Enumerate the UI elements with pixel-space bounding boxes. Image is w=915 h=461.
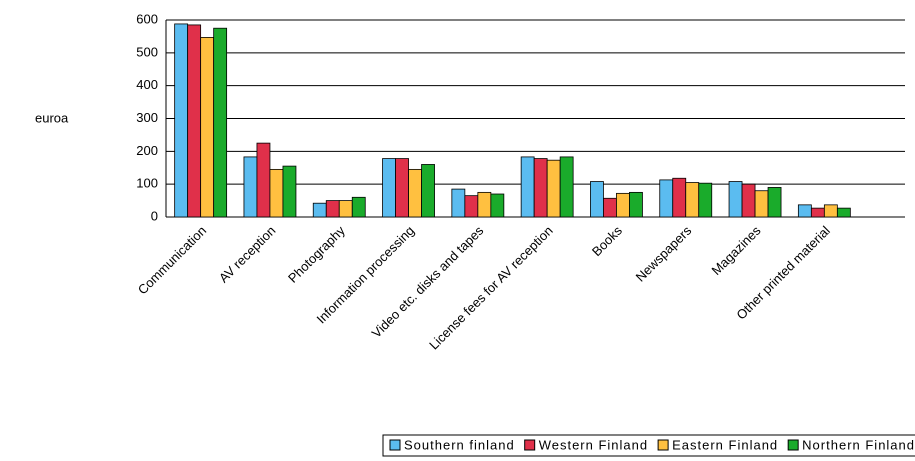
x-tick-label: Photography (285, 223, 348, 286)
x-tick-label: Magazines (709, 223, 764, 278)
bar (395, 158, 409, 218)
bar (382, 158, 396, 218)
bar (464, 195, 479, 218)
y-tick-label: 500 (136, 44, 158, 59)
y-tick-label: 600 (136, 11, 158, 26)
x-tick-label: Books (589, 223, 626, 260)
bar (490, 193, 505, 218)
legend-label: Southern finland (404, 437, 515, 452)
bar (836, 207, 851, 218)
legend-swatch (524, 439, 536, 451)
bar (629, 191, 643, 218)
bar (810, 207, 825, 218)
bar (685, 182, 700, 218)
legend-swatch (389, 439, 401, 451)
bar (408, 168, 422, 218)
bar (256, 142, 271, 218)
bar (282, 165, 297, 218)
y-tick-label: 400 (136, 77, 158, 92)
bar (174, 23, 189, 218)
y-tick-label: 200 (136, 143, 158, 158)
y-tick-label: 300 (136, 110, 158, 125)
legend-swatch (787, 439, 799, 451)
bar (533, 158, 548, 218)
bar (200, 37, 215, 218)
bar (213, 27, 228, 218)
bar (590, 181, 604, 218)
bar (754, 190, 769, 218)
bar (269, 168, 284, 218)
bar (187, 24, 202, 218)
x-tick-label: License fees for AV reception (426, 223, 555, 352)
bar (559, 156, 574, 218)
bar (659, 179, 674, 218)
bar (698, 182, 713, 218)
bar (741, 183, 756, 218)
bar (451, 188, 466, 218)
legend-label: Eastern Finland (672, 437, 778, 452)
bar (520, 156, 535, 218)
y-tick-label: 100 (136, 176, 158, 191)
legend: Southern finland Western Finland Eastern F… (382, 434, 915, 457)
bar (823, 204, 838, 218)
bar (728, 181, 743, 218)
bar (672, 177, 687, 218)
bar (603, 197, 617, 218)
bar (325, 200, 340, 218)
bar (477, 191, 492, 218)
y-tick-label: 0 (151, 208, 158, 223)
bar (338, 200, 353, 218)
bar (546, 159, 561, 218)
bar (616, 192, 630, 218)
bar (797, 204, 812, 218)
x-tick-label: AV reception (216, 223, 279, 286)
legend-swatch (657, 439, 669, 451)
x-tick-label: Newspapers (633, 223, 695, 285)
bar (243, 156, 258, 218)
x-tick-label: Video etc. disks and tapes (369, 223, 487, 341)
legend-label: Northern Finland (802, 437, 915, 452)
x-tick-label: Communication (135, 223, 209, 297)
bar (312, 202, 327, 218)
legend-box (382, 434, 915, 457)
legend-label: Western Finland (539, 437, 648, 452)
y-axis-label: euroa (35, 110, 69, 125)
bar (351, 196, 366, 218)
bar (421, 164, 435, 218)
bar (767, 187, 782, 218)
